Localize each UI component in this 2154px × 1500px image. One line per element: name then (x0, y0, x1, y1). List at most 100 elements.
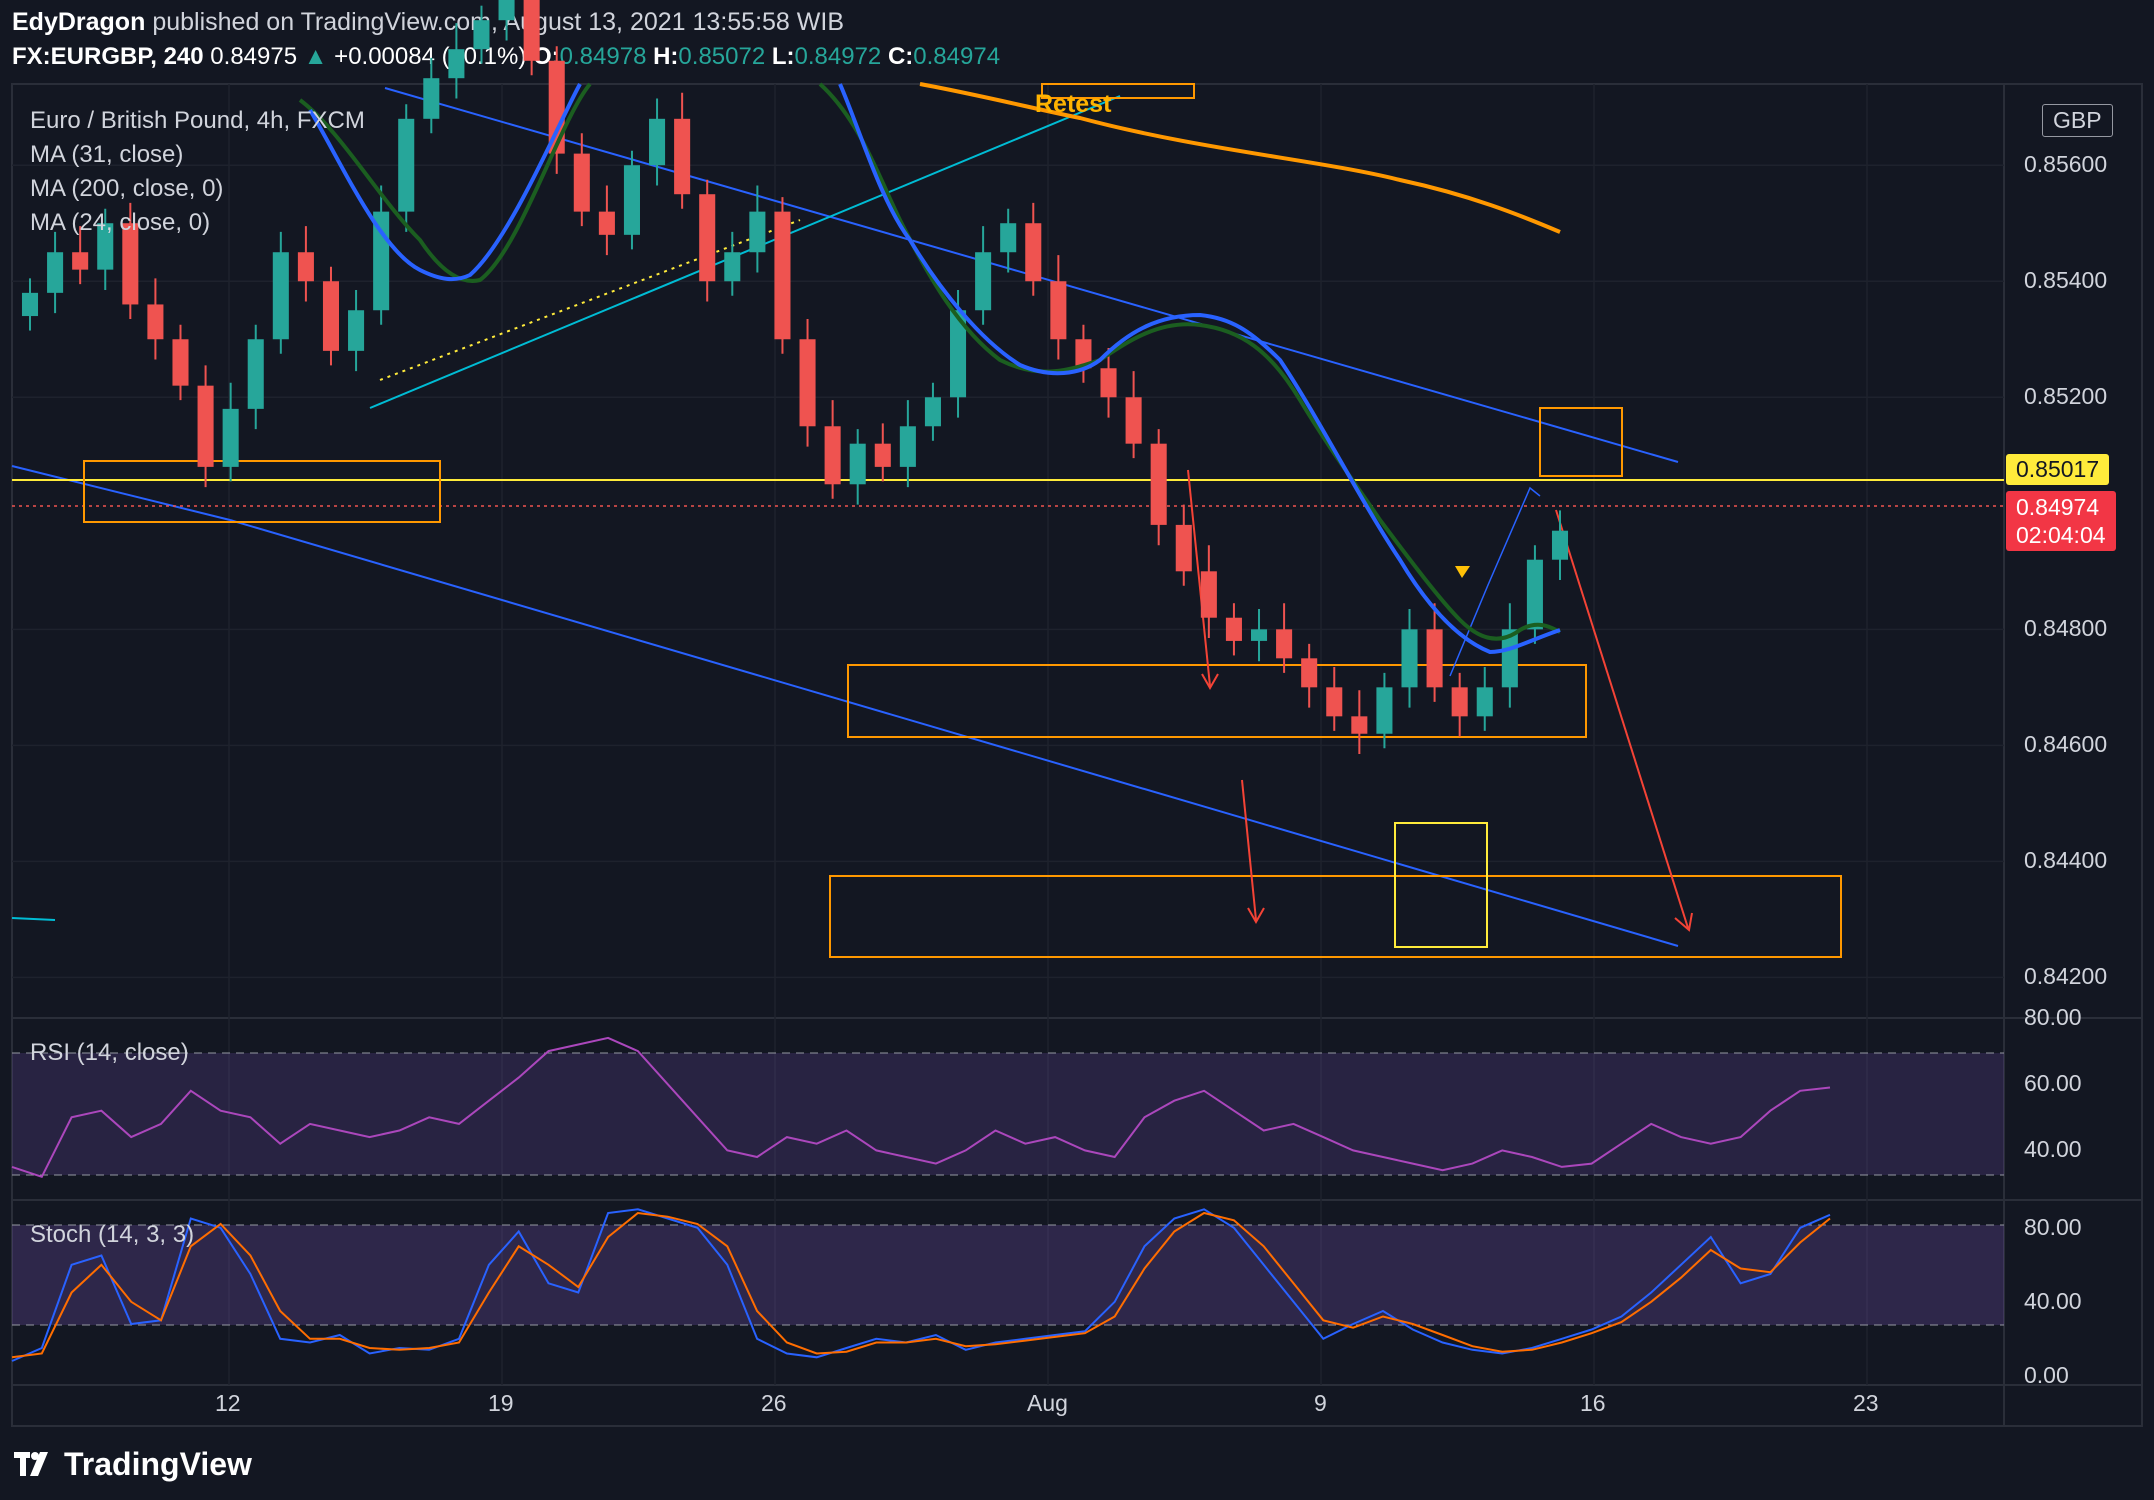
candle[interactable] (749, 185, 766, 273)
candle[interactable] (272, 231, 289, 354)
trend-line-lower[interactable] (229, 519, 1679, 947)
candle[interactable] (72, 226, 89, 285)
candle[interactable] (975, 226, 992, 325)
main-legend: Euro / British Pound, 4h, FXCM MA (31, c… (30, 104, 365, 240)
candle[interactable] (322, 266, 340, 366)
candle[interactable] (448, 23, 465, 99)
candle[interactable] (874, 423, 891, 482)
candle[interactable] (348, 289, 365, 372)
candle[interactable] (197, 365, 214, 488)
candle[interactable] (47, 231, 64, 314)
target-box[interactable] (829, 875, 1842, 958)
yellow-box[interactable] (1394, 822, 1488, 948)
time-tick-label: 19 (488, 1390, 514, 1416)
candlestick-series[interactable] (21, 0, 1569, 755)
candle[interactable] (724, 231, 741, 296)
projection-arrows[interactable] (1187, 469, 1693, 932)
candle[interactable] (1376, 672, 1393, 749)
trend-line-dotted[interactable] (379, 219, 801, 381)
ma-200-line[interactable] (919, 82, 1561, 234)
candle[interactable] (398, 104, 415, 232)
candle[interactable] (924, 382, 941, 441)
candle[interactable] (824, 400, 841, 499)
candle[interactable] (1501, 603, 1518, 708)
stoch-d-line[interactable] (11, 1211, 1831, 1359)
candle[interactable] (373, 185, 390, 325)
candle[interactable] (172, 324, 189, 401)
support-box-middle[interactable] (847, 664, 1587, 738)
candle[interactable] (1000, 208, 1017, 273)
candle[interactable] (1401, 609, 1418, 708)
legend-title[interactable]: Euro / British Pound, 4h, FXCM (30, 107, 365, 134)
candle[interactable] (1351, 690, 1368, 755)
ma-31-line[interactable] (308, 83, 1561, 655)
candle[interactable] (1476, 667, 1493, 731)
up-triangle-icon: ▲ (303, 43, 328, 70)
author-name[interactable]: EdyDragon (12, 8, 146, 36)
candle[interactable] (1025, 202, 1042, 296)
candle[interactable] (1200, 545, 1217, 639)
candle[interactable] (950, 289, 967, 418)
candle[interactable] (699, 179, 716, 302)
tradingview-logo[interactable]: TradingView (14, 1446, 252, 1483)
candle[interactable] (523, 0, 540, 76)
candle[interactable] (1125, 371, 1142, 459)
drawings[interactable] (11, 83, 2004, 958)
legend-rsi[interactable]: RSI (14, close) (30, 1039, 189, 1066)
retest-label[interactable]: Retest (1035, 90, 1112, 118)
trend-line-cyan[interactable] (369, 95, 1121, 409)
candle[interactable] (1075, 324, 1092, 383)
open-value: 0.84978 (559, 43, 647, 70)
legend-stoch[interactable]: Stoch (14, 3, 3) (30, 1221, 195, 1248)
candle[interactable] (423, 57, 440, 134)
candle[interactable] (849, 429, 866, 505)
legend-ma-31[interactable]: MA (31, close) (30, 141, 184, 168)
candle[interactable] (1276, 603, 1293, 673)
candle[interactable] (899, 400, 916, 488)
stoch-k-line[interactable] (11, 1208, 1831, 1362)
candle[interactable] (1225, 603, 1242, 656)
stoch-tick-label: 0.00 (2024, 1361, 2069, 1388)
candle[interactable] (548, 46, 565, 174)
symbol-label[interactable]: FX:EURGBP, 240 (12, 43, 204, 70)
candle[interactable] (573, 133, 590, 227)
candle[interactable] (1050, 255, 1067, 360)
support-box-left[interactable] (83, 460, 441, 523)
candle[interactable] (674, 92, 691, 209)
candle[interactable] (473, 5, 490, 64)
price-tick-label: 0.84600 (2024, 731, 2108, 758)
candle[interactable] (1100, 347, 1117, 418)
candle[interactable] (623, 150, 640, 250)
candle[interactable] (598, 185, 615, 256)
candle[interactable] (1426, 603, 1443, 702)
trend-line-lower-left[interactable] (11, 465, 231, 521)
ma-24-line[interactable] (298, 82, 1561, 641)
candle[interactable] (1526, 545, 1543, 644)
candle[interactable] (774, 197, 791, 354)
candle[interactable] (147, 278, 164, 360)
price-tick-label: 0.84800 (2024, 615, 2108, 642)
resistance-box[interactable] (1539, 407, 1623, 477)
candle[interactable] (21, 278, 39, 331)
candle[interactable] (498, 0, 515, 41)
candle[interactable] (1301, 643, 1318, 708)
candle[interactable] (222, 382, 239, 482)
candle[interactable] (1326, 667, 1343, 731)
rsi-line[interactable] (11, 1036, 1831, 1179)
candle[interactable] (97, 208, 114, 290)
candle[interactable] (1551, 510, 1569, 581)
candle[interactable] (1150, 429, 1167, 546)
candle[interactable] (247, 324, 264, 430)
candle[interactable] (297, 226, 314, 302)
candle[interactable] (799, 318, 816, 447)
currency-button[interactable]: GBP (2042, 104, 2113, 137)
candle[interactable] (122, 202, 139, 319)
candle[interactable] (1451, 672, 1468, 737)
candle[interactable] (1175, 504, 1192, 586)
candle[interactable] (1250, 609, 1268, 662)
legend-ma-24[interactable]: MA (24, close, 0) (30, 209, 211, 236)
legend-ma-200[interactable]: MA (200, close, 0) (30, 175, 224, 202)
candle[interactable] (649, 98, 666, 186)
retest-box[interactable] (1041, 83, 1195, 99)
